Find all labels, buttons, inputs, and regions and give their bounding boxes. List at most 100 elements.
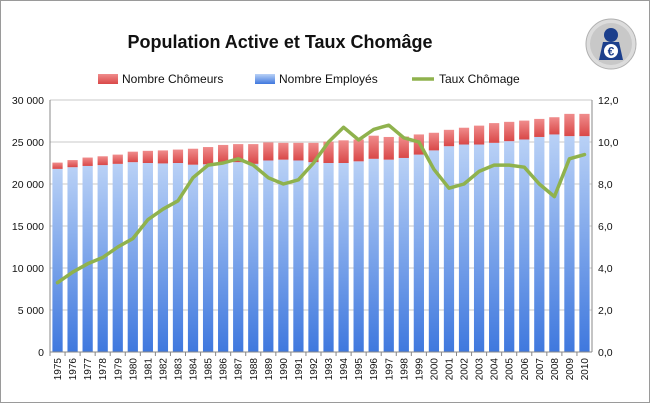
bar-employes <box>428 150 440 352</box>
x-tick-label: 1976 <box>68 358 79 381</box>
x-tick-label: 1998 <box>399 358 410 381</box>
bar-chomeurs <box>443 129 455 147</box>
x-tick-label: 1983 <box>173 358 184 381</box>
bar-employes <box>413 154 424 352</box>
x-tick-label: 1981 <box>143 358 154 381</box>
x-tick-label: 1996 <box>369 358 380 381</box>
x-tick-label: 2002 <box>460 358 471 381</box>
bar-employes <box>263 160 274 352</box>
x-tick-label: 2009 <box>565 358 576 381</box>
bar-chomeurs <box>202 147 214 165</box>
x-tick-label: 1978 <box>98 358 109 381</box>
y-left-tick-label: 25 000 <box>12 137 44 149</box>
bar-chomeurs <box>458 127 470 145</box>
bar-chomeurs <box>218 144 229 163</box>
bar-chomeurs <box>534 118 545 137</box>
x-tick-label: 1992 <box>309 358 320 381</box>
bar-employes <box>338 163 349 352</box>
bar-chomeurs <box>323 141 334 163</box>
x-tick-label: 2006 <box>520 358 531 381</box>
bar-employes <box>443 146 455 352</box>
y-right-tick-label: 8,0 <box>598 179 613 191</box>
bar-chomeurs <box>549 117 560 135</box>
x-tick-label: 1997 <box>384 358 395 381</box>
bar-employes <box>564 136 575 352</box>
bar-chomeurs <box>248 144 259 164</box>
bar-chomeurs <box>187 148 199 165</box>
bar-chomeurs <box>368 135 379 159</box>
svg-text:€: € <box>608 45 615 59</box>
y-right-tick-label: 0,0 <box>598 347 613 359</box>
bar-chomeurs <box>67 160 78 168</box>
bar-employes <box>368 158 379 352</box>
bar-employes <box>293 160 304 352</box>
bar-employes <box>218 163 229 352</box>
x-tick-label: 1984 <box>189 358 200 381</box>
x-tick-label: 1982 <box>158 358 169 381</box>
x-tick-label: 1999 <box>414 358 425 381</box>
chart-title: Population Active et Taux Chomâge <box>127 32 433 52</box>
y-left-tick-label: 20 000 <box>12 179 44 191</box>
bar-chomeurs <box>338 140 349 163</box>
bar-employes <box>82 165 93 352</box>
bar-employes <box>473 144 485 352</box>
bar-chomeurs <box>82 157 93 166</box>
x-tick-label: 1994 <box>339 358 350 381</box>
bar-employes <box>458 144 470 352</box>
x-tick-label: 2008 <box>550 358 561 381</box>
legend-label: Taux Chômage <box>439 72 520 86</box>
x-tick-label: 1995 <box>354 358 365 381</box>
bar-chomeurs <box>172 149 184 163</box>
bar-employes <box>278 159 289 352</box>
bar-chomeurs <box>353 139 364 162</box>
legend-swatch <box>255 74 275 84</box>
y-right-tick-label: 4,0 <box>598 263 613 275</box>
bar-employes <box>172 163 184 352</box>
bar-employes <box>519 139 530 352</box>
bar-employes <box>398 157 409 352</box>
bar-employes <box>308 162 319 352</box>
x-tick-label: 1986 <box>219 358 230 381</box>
y-right-tick-label: 6,0 <box>598 221 613 233</box>
bar-employes <box>248 163 259 352</box>
bar-chomeurs <box>233 144 244 163</box>
x-tick-label: 2004 <box>490 358 501 381</box>
bar-employes <box>549 134 560 352</box>
bar-chomeurs <box>473 125 485 145</box>
bar-employes <box>323 163 334 352</box>
bar-chomeurs <box>489 123 500 143</box>
y-left-tick-label: 30 000 <box>12 95 44 107</box>
x-tick-label: 2005 <box>505 358 516 381</box>
x-tick-label: 2003 <box>475 358 486 381</box>
bar-chomeurs <box>564 113 575 137</box>
x-tick-label: 1991 <box>294 358 305 381</box>
x-tick-label: 1990 <box>279 358 290 381</box>
bar-chomeurs <box>383 136 394 160</box>
x-tick-label: 2010 <box>580 358 591 381</box>
bar-employes <box>233 162 244 352</box>
bar-employes <box>157 163 169 352</box>
x-tick-label: 1987 <box>234 358 245 381</box>
x-tick-label: 2007 <box>535 358 546 381</box>
y-right-tick-label: 10,0 <box>598 137 619 149</box>
line-taux-chomage <box>55 123 587 285</box>
bar-employes <box>489 142 500 352</box>
bar-chomeurs <box>398 136 409 158</box>
x-tick-label: 1977 <box>83 358 94 381</box>
y-right-tick-label: 2,0 <box>598 305 613 317</box>
bar-employes <box>127 162 138 352</box>
bar-chomeurs <box>112 154 123 164</box>
bar-chomeurs <box>52 162 63 169</box>
bar-chomeurs <box>504 121 515 142</box>
legend-label: Nombre Chômeurs <box>122 72 223 86</box>
bar-chomeurs <box>278 142 289 160</box>
legend-label: Nombre Employés <box>279 72 378 86</box>
bar-employes <box>579 136 590 352</box>
y-right-tick-label: 12,0 <box>598 95 619 107</box>
x-tick-label: 1975 <box>53 358 64 381</box>
bar-chomeurs <box>263 142 274 161</box>
x-tick-label: 2001 <box>444 358 455 381</box>
bar-chomeurs <box>97 156 108 166</box>
bar-chomeurs <box>519 120 530 140</box>
